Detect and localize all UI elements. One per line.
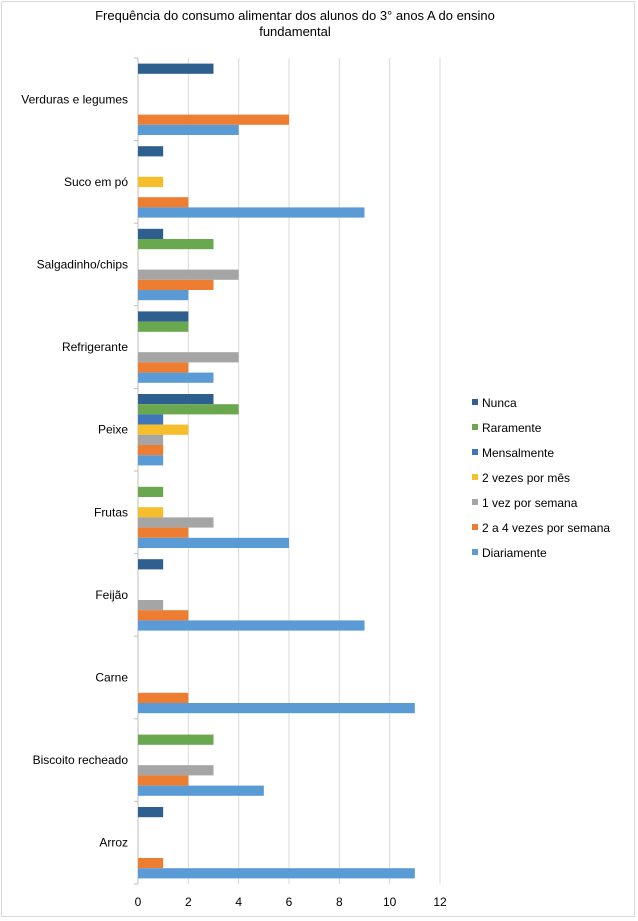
bar (138, 600, 164, 611)
category-label: Feijão (95, 588, 128, 602)
bar (138, 228, 164, 239)
legend-label: 2 a 4 vezes por semana (482, 521, 611, 535)
category-label: Suco em pó (64, 175, 128, 189)
bar (138, 394, 214, 405)
legend-swatch (472, 449, 478, 455)
legend-label: Nunca (482, 396, 517, 410)
bar (138, 424, 189, 435)
legend-item: 1 vez por semana (472, 496, 632, 521)
legend-label: 2 vezes por mês (482, 471, 571, 485)
x-tick-label: 12 (433, 895, 447, 909)
bar (138, 517, 214, 528)
legend-swatch (472, 474, 478, 480)
legend-swatch (472, 499, 478, 505)
x-tick-label: 0 (135, 895, 142, 909)
bar (138, 269, 239, 280)
category-label: Verduras e legumes (21, 92, 128, 106)
legend-swatch (472, 399, 478, 405)
category-label: Arroz (99, 836, 128, 850)
bar (138, 414, 164, 425)
bar (138, 290, 189, 301)
category-label: Salgadinho/chips (37, 258, 128, 272)
bar (138, 63, 214, 74)
x-tick-label: 2 (185, 895, 192, 909)
bar (138, 362, 189, 373)
bar (138, 239, 214, 250)
bar (138, 559, 164, 570)
bar (138, 124, 239, 135)
bar (138, 352, 239, 363)
legend-item: 2 vezes por mês (472, 471, 632, 496)
bar (138, 785, 264, 796)
bar (138, 765, 214, 776)
category-label: Carne (95, 671, 128, 685)
legend-item: Diariamente (472, 546, 632, 571)
bar (138, 692, 189, 703)
bar (138, 279, 214, 290)
bar (138, 434, 164, 445)
bar (138, 507, 164, 518)
legend-item: Raramente (472, 421, 632, 446)
bar (138, 734, 214, 745)
legend-item: Mensalmente (472, 446, 632, 471)
x-tick-label: 4 (235, 895, 242, 909)
bar (138, 610, 189, 621)
bar (138, 321, 189, 332)
legend-label: Raramente (482, 421, 542, 435)
legend-label: Mensalmente (482, 446, 555, 460)
legend-swatch (472, 549, 478, 555)
bar (138, 146, 164, 157)
bar (138, 775, 189, 786)
chart-title: Frequência do consumo alimentar dos alun… (95, 8, 495, 39)
bar (138, 807, 164, 818)
legend-label: 1 vez por semana (482, 496, 578, 510)
bar (138, 455, 164, 466)
bar (138, 537, 289, 548)
legend-item: Nunca (472, 396, 632, 421)
x-tick-label: 8 (336, 895, 343, 909)
bar (138, 207, 365, 218)
category-label: Frutas (94, 505, 128, 519)
bar (138, 620, 365, 631)
bar (138, 868, 415, 879)
bar (138, 311, 189, 322)
bar (138, 372, 214, 383)
category-label: Refrigerante (62, 340, 128, 354)
bar (138, 527, 189, 538)
bar (138, 445, 164, 456)
category-label: Biscoito recheado (33, 753, 129, 767)
bar (138, 197, 189, 208)
legend-swatch (472, 424, 478, 430)
bar (138, 176, 164, 187)
bar (138, 703, 415, 714)
legend-item: 2 a 4 vezes por semana (472, 521, 632, 546)
category-label: Peixe (98, 423, 128, 437)
bar (138, 486, 164, 497)
x-tick-label: 6 (286, 895, 293, 909)
bar (138, 858, 164, 869)
legend-swatch (472, 524, 478, 530)
legend-label: Diariamente (482, 546, 547, 560)
x-tick-label: 10 (383, 895, 397, 909)
chart-legend: Nunca Raramente Mensalmente 2 vezes por mês… (472, 396, 632, 571)
bar (138, 114, 289, 125)
bar (138, 404, 239, 415)
